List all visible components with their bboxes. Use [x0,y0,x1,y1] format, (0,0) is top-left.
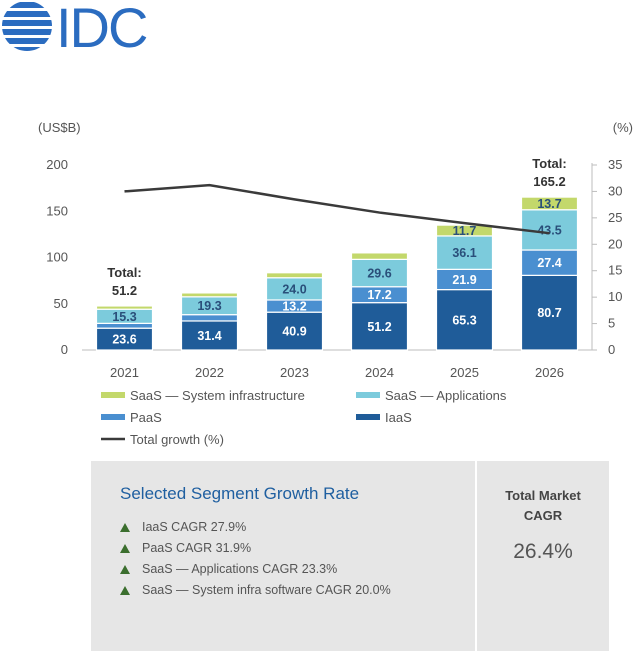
total-growth-line [124,183,550,235]
total-label: Total: [532,156,566,171]
data-label: 31.4 [197,329,221,343]
bar-segment [435,288,494,351]
bar-segment [435,235,494,270]
bar-segment [265,272,324,279]
total-value: 165.2 [533,174,566,189]
x-tick-label: 2024 [365,365,394,380]
triangle-up-icon [120,544,130,553]
y-right-tick-label: 25 [608,210,622,225]
y-right-tick-label: 0 [608,342,615,357]
data-label: 23.6 [112,333,136,347]
x-tick-label: 2021 [110,365,139,380]
total-label: Total: [107,265,141,280]
legend-swatch [356,392,380,398]
data-label: 13.7 [537,197,561,211]
y-right-tick-label: 35 [608,157,622,172]
x-tick-label: 2025 [450,365,479,380]
y-right-tick-label: 15 [608,263,622,278]
legend-label: Total growth (%) [130,432,224,447]
idc-logo: IDC [2,0,149,52]
list-item: SaaS — Applications CAGR 23.3% [120,559,391,580]
bar-segment [520,196,579,211]
bar-segment [520,274,579,351]
bar-segment [350,252,409,260]
data-label: 51.2 [367,320,391,334]
y-right-tick-label: 30 [608,183,622,198]
x-tick-label: 2026 [535,365,564,380]
y-left-tick-label: 50 [54,296,68,311]
total-market-cagr-value: 26.4% [513,540,573,563]
legend-label: SaaS — Applications [385,388,507,403]
legend-label: SaaS — System infrastructure [130,388,305,403]
triangle-up-icon [120,586,130,595]
bar-segment [180,314,239,322]
legend-label: IaaS [385,410,412,425]
bar-segment [265,311,324,351]
list-item: PaaS CAGR 31.9% [120,538,391,559]
data-label: 11.7 [453,224,477,238]
y-right-tick-label: 10 [608,289,622,304]
bar-segment [520,249,579,276]
data-label: 19.3 [197,299,221,313]
x-tick-label: 2022 [195,365,224,380]
data-label: 80.7 [537,306,561,320]
bar-segment [95,305,154,310]
legend-swatch [356,414,380,420]
y-axis-right-label: (%) [613,120,633,135]
cloud-market-chart: (US$B) (%)0501001502000510152025303523.61… [38,120,633,447]
list-item: SaaS — System infra software CAGR 20.0% [120,580,391,601]
triangle-up-icon [120,565,130,574]
y-right-tick-label: 5 [608,316,615,331]
data-label: 13.2 [282,300,306,314]
data-label: 21.9 [452,273,476,287]
data-label: 43.5 [537,223,561,237]
segment-growth-title: Selected Segment Growth Rate [120,484,360,503]
bar-segment [95,322,154,329]
y-left-tick-label: 200 [46,157,68,172]
y-axis-left-label: (US$B) [38,120,81,135]
legend-swatch [101,414,125,420]
bar-segment [350,258,409,288]
list-item: IaaS CAGR 27.9% [120,517,391,538]
summary-panel: Selected Segment Growth Rate IaaS CAGR 2… [91,461,609,651]
data-label: 29.6 [367,267,391,281]
data-label: 27.4 [537,256,561,270]
svg-text:IDC: IDC [56,0,147,52]
data-label: 65.3 [452,313,476,327]
data-label: 36.1 [452,246,476,260]
bar-segment [435,224,494,237]
legend-label: PaaS [130,410,162,425]
data-label: 24.0 [282,282,306,296]
bar-segment [350,302,409,351]
globe-icon [2,2,52,51]
bar-segment [180,292,239,298]
y-right-tick-label: 20 [608,236,622,251]
divider [475,461,477,651]
data-label: 40.9 [282,325,306,339]
total-market-title: Total Market CAGR [505,488,581,523]
y-left-tick-label: 150 [46,203,68,218]
y-left-tick-label: 0 [61,342,68,357]
segment-growth-section: Selected Segment Growth Rate IaaS CAGR 2… [91,461,475,651]
y-left-tick-label: 100 [46,250,68,265]
triangle-up-icon [120,523,130,532]
total-market-section: Total Market CAGR 26.4% [477,461,609,651]
x-tick-label: 2023 [280,365,309,380]
growth-rate-list: IaaS CAGR 27.9% PaaS CAGR 31.9% SaaS — A… [120,517,391,601]
legend-swatch [101,392,125,398]
data-label: 15.3 [112,310,136,324]
total-value: 51.2 [112,283,137,298]
data-label: 17.2 [367,288,391,302]
